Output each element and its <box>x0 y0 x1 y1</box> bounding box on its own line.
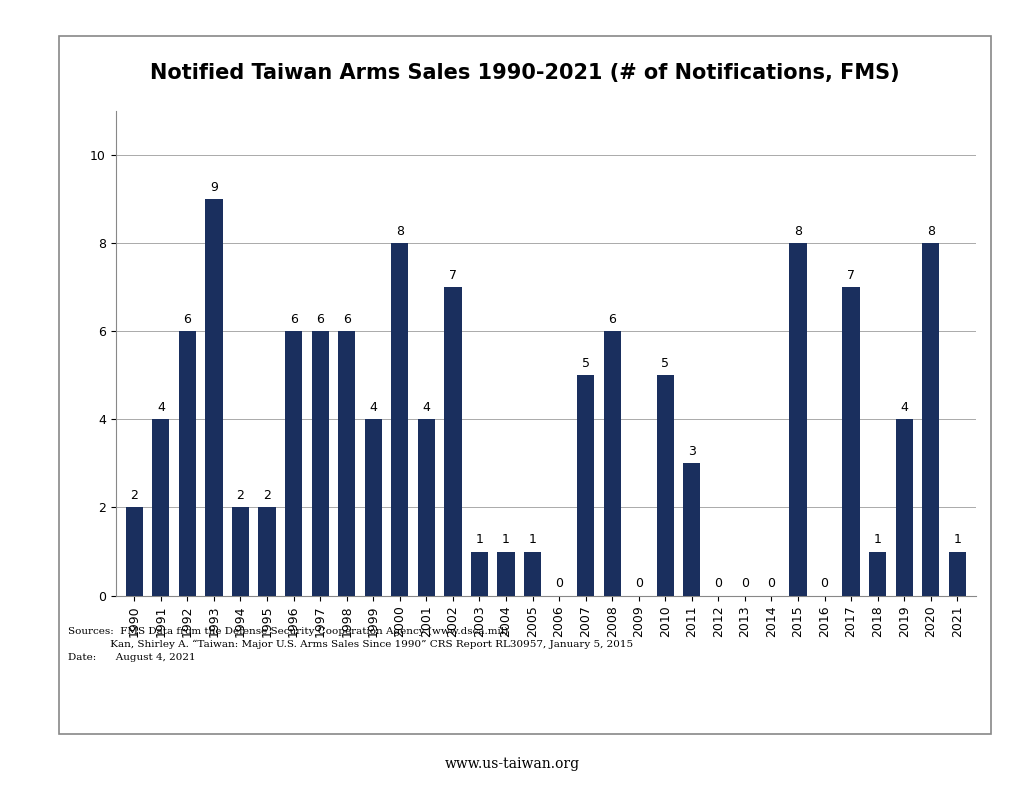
Text: Notified Taiwan Arms Sales 1990-2021 (# of Notifications, FMS): Notified Taiwan Arms Sales 1990-2021 (# … <box>151 63 900 83</box>
Bar <box>498 551 515 596</box>
Text: 1: 1 <box>873 533 882 547</box>
Text: Sources:  FMS Data from the Defense Security Cooperation Agency (www.dsca.mil)
 : Sources: FMS Data from the Defense Secur… <box>68 627 633 662</box>
Text: 1: 1 <box>502 533 510 547</box>
Text: 2: 2 <box>263 489 271 502</box>
Text: 1: 1 <box>953 533 962 547</box>
Text: 2: 2 <box>130 489 138 502</box>
Text: 4: 4 <box>370 401 377 414</box>
Bar <box>656 375 674 596</box>
Text: 0: 0 <box>635 577 643 590</box>
Bar <box>869 551 886 596</box>
Text: 5: 5 <box>582 357 590 370</box>
Text: 3: 3 <box>688 445 695 458</box>
Bar <box>948 551 966 596</box>
Text: 8: 8 <box>396 225 403 237</box>
Text: 9: 9 <box>210 180 218 194</box>
Text: 6: 6 <box>290 313 298 326</box>
Text: 5: 5 <box>662 357 670 370</box>
Text: 2: 2 <box>237 489 245 502</box>
Bar <box>524 551 541 596</box>
Text: 6: 6 <box>183 313 191 326</box>
Bar <box>391 243 409 596</box>
Bar <box>843 287 860 596</box>
Text: 7: 7 <box>449 269 457 282</box>
Bar <box>365 419 382 596</box>
Text: 1: 1 <box>528 533 537 547</box>
Text: 0: 0 <box>767 577 775 590</box>
Bar <box>179 331 196 596</box>
Text: 7: 7 <box>847 269 855 282</box>
Bar <box>603 331 621 596</box>
Text: 0: 0 <box>715 577 722 590</box>
Text: 1: 1 <box>475 533 483 547</box>
Bar <box>444 287 462 596</box>
Bar <box>790 243 807 596</box>
Bar <box>258 508 275 596</box>
Text: 8: 8 <box>794 225 802 237</box>
Text: 4: 4 <box>422 401 430 414</box>
Bar <box>683 464 700 596</box>
Bar <box>896 419 912 596</box>
Bar <box>205 199 222 596</box>
Bar <box>231 508 249 596</box>
Text: 6: 6 <box>608 313 616 326</box>
Bar <box>471 551 488 596</box>
Bar <box>126 508 143 596</box>
Bar <box>153 419 169 596</box>
Bar <box>922 243 939 596</box>
Text: 6: 6 <box>343 313 350 326</box>
Bar <box>577 375 594 596</box>
Bar <box>338 331 355 596</box>
Text: 0: 0 <box>741 577 749 590</box>
Text: 6: 6 <box>316 313 324 326</box>
Text: 0: 0 <box>555 577 563 590</box>
Text: 4: 4 <box>900 401 908 414</box>
Text: 8: 8 <box>927 225 935 237</box>
Text: 0: 0 <box>820 577 828 590</box>
Bar <box>418 419 435 596</box>
Text: www.us-taiwan.org: www.us-taiwan.org <box>444 757 580 771</box>
Bar <box>285 331 302 596</box>
Text: 4: 4 <box>157 401 165 414</box>
Bar <box>311 331 329 596</box>
